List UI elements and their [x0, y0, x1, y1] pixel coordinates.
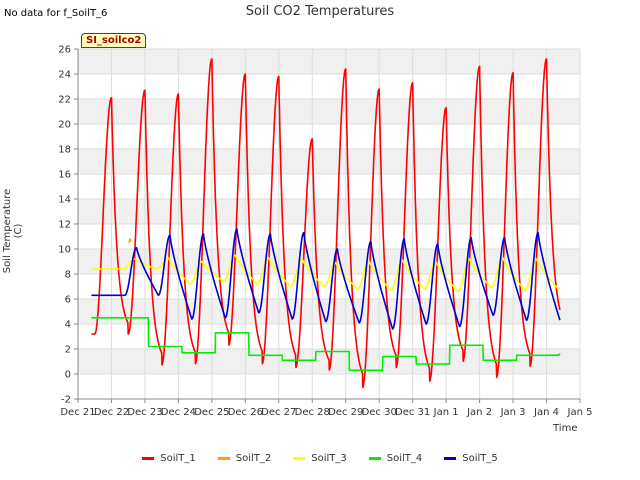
legend-label-soilt-4: SoilT_4 [386, 453, 423, 464]
x-tick-label: Dec 21 [60, 407, 95, 418]
x-tick-label: Dec 23 [127, 407, 162, 418]
x-tick-label: Dec 22 [94, 407, 129, 418]
x-axis-label: Time [553, 423, 578, 434]
y-tick-label: 24 [58, 70, 71, 81]
legend-swatch-soilt-4 [368, 457, 381, 460]
plot-band [78, 99, 580, 124]
legend-label-soilt-5: SoilT_5 [462, 453, 498, 464]
plot-band [78, 149, 580, 174]
site-badge: SI_soilco2 [81, 33, 147, 48]
plot-band [78, 49, 580, 74]
y-tick-label: 16 [58, 170, 71, 181]
x-tick-label: Jan 2 [466, 407, 492, 418]
legend-swatch-soilt-1 [142, 457, 155, 460]
x-tick-label: Dec 27 [261, 407, 296, 418]
x-tick-label: Dec 26 [228, 407, 263, 418]
legend-item-soilt-5[interactable]: SoilT_5 [444, 453, 498, 464]
x-tick-label: Dec 29 [328, 407, 363, 418]
legend-label-soilt-1: SoilT_1 [160, 453, 196, 464]
series-line-soilt-5 [90, 228, 561, 330]
x-tick-label: Dec 28 [295, 407, 330, 418]
no-data-note: No data for f_SoilT_6 [4, 8, 108, 19]
y-tick-label: 10 [58, 245, 71, 256]
x-tick-label: Dec 25 [194, 407, 229, 418]
x-tick-label: Jan 5 [567, 407, 593, 418]
legend-swatch-soilt-3 [293, 457, 306, 460]
x-tick-label: Jan 1 [433, 407, 459, 418]
y-tick-label: 22 [58, 95, 71, 106]
legend-swatch-soilt-2 [217, 457, 230, 460]
legend-item-soilt-1[interactable]: SoilT_1 [142, 453, 196, 464]
x-tick-label: Jan 3 [500, 407, 526, 418]
legend-item-soilt-4[interactable]: SoilT_4 [368, 453, 423, 464]
y-tick-label: 12 [58, 220, 71, 231]
x-tick-label: Dec 31 [395, 407, 430, 418]
plot-band [78, 199, 580, 224]
legend-item-soilt-3[interactable]: SoilT_3 [293, 453, 347, 464]
x-tick-label: Jan 4 [533, 407, 559, 418]
y-tick-label: 20 [58, 120, 71, 131]
legend: SoilT_1 SoilT_2 SoilT_3 SoilT_4 SoilT_5 [0, 453, 640, 464]
series-line-soilt-4 [90, 316, 561, 372]
y-tick-label: 2 [65, 345, 71, 356]
y-axis-label: Soil Temperature (C) [2, 188, 24, 274]
legend-label-soilt-2: SoilT_2 [235, 453, 272, 464]
legend-swatch-soilt-5 [444, 457, 457, 460]
x-tick-label: Dec 30 [362, 407, 397, 418]
y-tick-label: 18 [58, 145, 71, 156]
y-tick-label: 4 [65, 320, 71, 331]
legend-item-soilt-2[interactable]: SoilT_2 [217, 453, 272, 464]
y-tick-label: 6 [65, 295, 71, 306]
y-tick-label: 0 [65, 370, 71, 381]
plot-band [78, 249, 580, 274]
y-tick-label: -2 [61, 395, 71, 406]
legend-label-soilt-3: SoilT_3 [311, 453, 347, 464]
y-tick-label: 8 [65, 270, 71, 281]
series-line-soilt-3 [90, 254, 561, 293]
chart-title: Soil CO2 Temperatures [245, 4, 395, 19]
x-tick-label: Dec 24 [161, 407, 196, 418]
y-tick-label: 14 [58, 195, 71, 206]
y-tick-label: 26 [58, 45, 71, 56]
series-line-soilt-2 [128, 238, 132, 244]
